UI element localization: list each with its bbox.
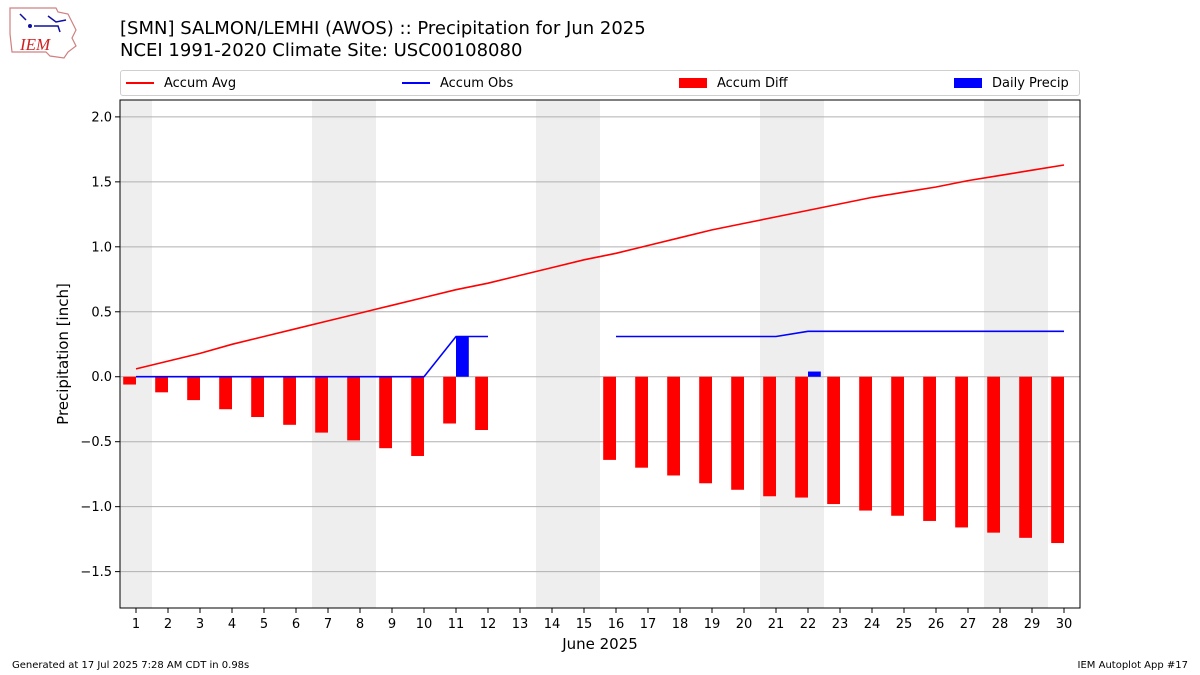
x-axis-label: June 2025 xyxy=(561,635,638,653)
iem-logo-text: IEM xyxy=(19,35,51,54)
accum-diff-bar xyxy=(475,376,488,431)
x-tick-label: 8 xyxy=(356,617,364,632)
accum-diff-bar xyxy=(763,376,776,497)
legend-swatch-accum-obs xyxy=(402,82,430,84)
weekend-shade xyxy=(120,100,152,608)
legend-item-accum-obs: Accum Obs xyxy=(402,71,513,95)
x-tick-label: 14 xyxy=(544,617,561,632)
x-tick-label: 11 xyxy=(448,617,465,632)
legend-label: Daily Precip xyxy=(992,75,1069,91)
x-tick-label: 22 xyxy=(800,617,817,632)
accum-diff-bar xyxy=(1019,376,1032,538)
x-tick-label: 12 xyxy=(480,617,497,632)
accum-diff-bar xyxy=(827,376,840,505)
chart-subtitle: NCEI 1991-2020 Climate Site: USC00108080 xyxy=(120,40,523,61)
x-tick-label: 20 xyxy=(736,617,753,632)
accum-obs-line xyxy=(616,330,1064,338)
accum-diff-bar xyxy=(603,376,616,460)
accum-diff-bar xyxy=(283,376,296,425)
x-tick-label: 28 xyxy=(992,617,1009,632)
y-tick-label: 1.5 xyxy=(91,175,112,190)
x-tick-label: 27 xyxy=(960,617,977,632)
accum-diff-bar xyxy=(891,376,904,516)
x-tick-label: 3 xyxy=(196,617,204,632)
x-tick-label: 5 xyxy=(260,617,268,632)
x-tick-label: 7 xyxy=(324,617,332,632)
weekend-shade xyxy=(312,100,376,608)
x-tick-label: 15 xyxy=(576,617,593,632)
accum-diff-bar xyxy=(667,376,680,476)
x-tick-label: 21 xyxy=(768,617,785,632)
legend-label: Accum Obs xyxy=(440,75,514,91)
x-tick-label: 29 xyxy=(1024,617,1041,632)
y-tick-label: 0.5 xyxy=(91,305,112,320)
x-tick-label: 1 xyxy=(132,617,140,632)
x-tick-label: 9 xyxy=(388,617,396,632)
legend-swatch-daily-precip xyxy=(954,78,982,88)
x-tick-label: 26 xyxy=(928,617,945,632)
legend-item-daily-precip: Daily Precip xyxy=(954,71,1069,95)
legend-label: Accum Diff xyxy=(717,75,788,91)
legend-swatch-accum-avg xyxy=(126,82,154,84)
accum-diff-bar xyxy=(731,376,744,490)
weekend-shade xyxy=(760,100,824,608)
y-axis-label: Precipitation [inch] xyxy=(54,283,72,425)
accum-diff-bar xyxy=(187,376,200,401)
accum-diff-bar xyxy=(795,376,808,498)
x-tick-label: 23 xyxy=(832,617,849,632)
x-tick-label: 19 xyxy=(704,617,721,632)
x-tick-label: 6 xyxy=(292,617,300,632)
legend: Accum Avg Accum Obs Accum Diff Daily Pre… xyxy=(120,70,1080,96)
accum-diff-bar xyxy=(859,376,872,511)
x-tick-label: 30 xyxy=(1056,617,1073,632)
y-tick-label: −1.0 xyxy=(80,500,112,515)
footer-generated-text: Generated at 17 Jul 2025 7:28 AM CDT in … xyxy=(12,660,250,671)
chart-title: [SMN] SALMON/LEMHI (AWOS) :: Precipitati… xyxy=(120,18,646,39)
x-tick-label: 16 xyxy=(608,617,625,632)
x-tick-label: 4 xyxy=(228,617,236,632)
x-tick-label: 17 xyxy=(640,617,657,632)
accum-diff-bar xyxy=(315,376,328,433)
accum-diff-bar xyxy=(411,376,424,456)
accum-diff-bar xyxy=(379,376,392,449)
y-tick-label: 2.0 xyxy=(91,110,112,125)
daily-precip-bar xyxy=(808,371,821,377)
x-tick-label: 10 xyxy=(416,617,433,632)
accum-diff-bar xyxy=(219,376,232,410)
iem-logo: IEM xyxy=(9,7,77,59)
plot-frame xyxy=(119,99,1081,609)
x-tick-label: 25 xyxy=(896,617,913,632)
daily-precip-bar xyxy=(456,336,469,377)
accum-diff-bar xyxy=(699,376,712,484)
legend-item-accum-diff: Accum Diff xyxy=(679,71,788,95)
y-tick-label: −0.5 xyxy=(80,435,112,450)
accum-diff-bar xyxy=(347,376,360,441)
x-tick-label: 2 xyxy=(164,617,172,632)
accum-diff-bar xyxy=(1051,376,1064,544)
accum-diff-bar xyxy=(155,376,168,393)
y-tick-label: 0.0 xyxy=(91,370,112,385)
accum-diff-bar xyxy=(923,376,936,521)
accum-diff-bar xyxy=(443,376,456,424)
accum-diff-bar xyxy=(123,376,136,385)
accum-diff-bar xyxy=(635,376,648,468)
y-tick-label: 1.0 xyxy=(91,240,112,255)
accum-obs-line xyxy=(136,335,488,378)
accum-diff-bar xyxy=(251,376,264,418)
x-tick-label: 18 xyxy=(672,617,689,632)
x-tick-label: 24 xyxy=(864,617,881,632)
accum-diff-bar xyxy=(987,376,1000,533)
footer-app-text: IEM Autoplot App #17 xyxy=(1077,660,1188,671)
y-tick-label: −1.5 xyxy=(80,565,112,580)
weekend-shade xyxy=(536,100,600,608)
accum-diff-bar xyxy=(955,376,968,528)
legend-item-accum-avg: Accum Avg xyxy=(126,71,236,95)
legend-swatch-accum-diff xyxy=(679,78,707,88)
accum-avg-line xyxy=(135,164,1065,370)
legend-label: Accum Avg xyxy=(164,75,237,91)
x-tick-label: 13 xyxy=(512,617,529,632)
